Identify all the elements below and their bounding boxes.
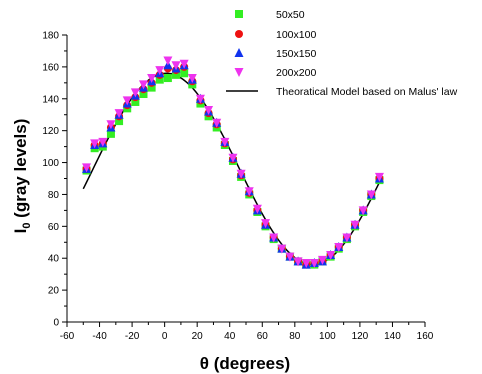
x-tick-label: 60 xyxy=(257,331,269,342)
data-point-50x50 xyxy=(115,117,124,126)
data-point-200x200 xyxy=(212,118,222,128)
data-point-200x200 xyxy=(374,172,384,182)
y-tick-label: 40 xyxy=(48,254,60,265)
data-point-200x200 xyxy=(147,74,157,84)
y-ticks xyxy=(62,34,67,323)
data-point-200x200 xyxy=(163,56,173,66)
data-point-200x200 xyxy=(326,251,336,261)
data-point-50x50 xyxy=(139,89,148,98)
data-point-200x200 xyxy=(171,61,181,71)
legend-marker-50x50 xyxy=(235,10,243,18)
y-tick-label: 140 xyxy=(42,94,59,105)
data-point-200x200 xyxy=(277,244,287,254)
x-tick-label: 120 xyxy=(352,331,369,342)
x-tick-label: 140 xyxy=(384,331,401,342)
data-point-50x50 xyxy=(131,97,140,106)
data-point-200x200 xyxy=(228,153,238,163)
y-tick-label: 100 xyxy=(42,158,59,169)
axes xyxy=(66,35,425,323)
y-tick-label: 120 xyxy=(42,126,59,137)
data-point-200x200 xyxy=(317,255,327,265)
data-point-200x200 xyxy=(285,252,295,262)
legend-markers xyxy=(226,10,258,92)
x-tick-label: 0 xyxy=(162,331,168,342)
data-point-200x200 xyxy=(261,219,271,229)
y-tick-label: 60 xyxy=(48,222,60,233)
data-point-200x200 xyxy=(82,163,92,173)
data-point-50x50 xyxy=(155,75,164,84)
x-tick-label: -40 xyxy=(92,331,107,342)
data-point-200x200 xyxy=(155,66,165,76)
data-point-200x200 xyxy=(106,120,116,130)
data-point-200x200 xyxy=(366,190,376,200)
data-point-200x200 xyxy=(350,220,360,230)
data-point-200x200 xyxy=(187,74,197,84)
y-axis-title-rest: (gray levels) xyxy=(11,119,30,223)
series-200x200 xyxy=(82,56,384,269)
y-axis-title: I0 (gray levels) xyxy=(11,119,33,234)
legend-label-50x50: 50x50 xyxy=(276,9,305,21)
x-tick-labels: -60 -40 -20 0 20 40 60 80 100 120 140 160 xyxy=(60,331,434,342)
data-point-200x200 xyxy=(179,59,189,69)
legend: 50x50 100x100 150x150 200x200 Theoratica… xyxy=(226,9,458,98)
data-point-200x200 xyxy=(98,137,108,147)
y-tick-label: 0 xyxy=(53,318,59,329)
legend-marker-200x200 xyxy=(234,68,244,77)
y-tick-label: 20 xyxy=(48,286,60,297)
data-point-200x200 xyxy=(334,243,344,253)
legend-label-model: Theoratical Model based on Malus' law xyxy=(276,86,458,98)
x-axis-title: θ (degrees) xyxy=(200,354,290,373)
data-point-200x200 xyxy=(138,80,148,90)
data-point-200x200 xyxy=(358,206,368,216)
x-tick-label: 40 xyxy=(224,331,236,342)
data-point-200x200 xyxy=(342,233,352,243)
data-point-50x50 xyxy=(163,74,172,83)
data-point-50x50 xyxy=(147,83,156,92)
data-point-200x200 xyxy=(122,96,132,106)
data-point-50x50 xyxy=(180,69,189,78)
data-point-200x200 xyxy=(195,94,205,104)
data-point-200x200 xyxy=(130,88,140,98)
y-axis-title-subscript: 0 xyxy=(21,223,33,229)
data-point-50x50 xyxy=(106,129,115,138)
data-markers xyxy=(82,56,384,269)
y-tick-labels: 0 20 40 60 80 100 120 140 160 180 xyxy=(42,31,59,329)
legend-marker-100x100 xyxy=(235,30,243,38)
x-tick-label: -60 xyxy=(60,331,75,342)
data-point-200x200 xyxy=(252,204,262,214)
x-tick-label: -20 xyxy=(125,331,140,342)
x-tick-label: 80 xyxy=(289,331,301,342)
data-point-200x200 xyxy=(244,187,254,197)
legend-label-200x200: 200x200 xyxy=(276,67,316,79)
x-tick-label: 20 xyxy=(192,331,204,342)
data-point-50x50 xyxy=(172,70,181,79)
y-tick-label: 160 xyxy=(42,62,59,73)
x-tick-label: 160 xyxy=(417,331,434,342)
data-point-200x200 xyxy=(114,109,124,119)
legend-label-150x150: 150x150 xyxy=(276,48,316,60)
data-point-200x200 xyxy=(90,139,100,149)
data-point-200x200 xyxy=(293,257,303,267)
x-tick-label: 100 xyxy=(319,331,336,342)
data-point-200x200 xyxy=(236,169,246,179)
legend-label-100x100: 100x100 xyxy=(276,29,316,41)
data-point-200x200 xyxy=(301,259,311,269)
x-ticks xyxy=(66,322,426,327)
y-tick-label: 180 xyxy=(42,31,59,42)
data-point-200x200 xyxy=(220,137,230,147)
data-point-200x200 xyxy=(269,233,279,243)
y-tick-label: 80 xyxy=(48,190,60,201)
y-axis-title-main: I xyxy=(11,229,30,234)
legend-marker-150x150 xyxy=(234,48,244,57)
data-point-200x200 xyxy=(309,259,319,269)
data-point-200x200 xyxy=(204,105,214,115)
